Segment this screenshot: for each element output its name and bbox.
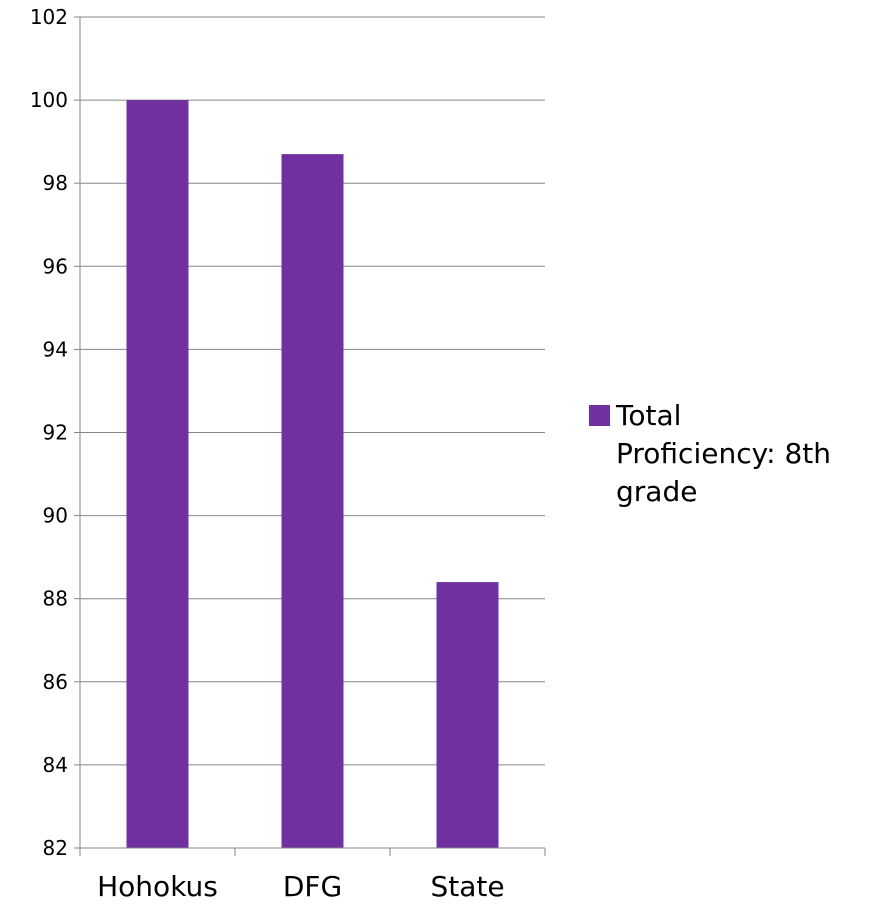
y-tick-label: 102: [30, 5, 68, 29]
legend-label-line: Proficiency: 8th: [616, 437, 831, 470]
bar-hohokus: [126, 100, 189, 849]
bars: [126, 100, 499, 849]
y-tick-label: 90: [43, 504, 68, 528]
x-tick-labels: Hohokus DFG State: [97, 870, 504, 903]
x-tick-label: Hohokus: [97, 870, 218, 903]
x-tick-label: State: [430, 870, 504, 903]
x-tick-label: DFG: [283, 870, 342, 903]
y-tick-labels: 82 84 86 88 90 92 94 96 98 100 102: [30, 5, 68, 860]
y-tick-label: 88: [43, 587, 68, 611]
y-tick-label: 100: [30, 88, 68, 112]
y-tick-label: 86: [43, 670, 68, 694]
legend-label-line: Total: [615, 399, 681, 432]
y-tick-label: 92: [43, 421, 68, 445]
y-tick-label: 94: [43, 337, 68, 361]
legend-series-label: Total Proficiency: 8th grade: [615, 399, 831, 508]
legend: Total Proficiency: 8th grade: [589, 399, 831, 508]
bar-state: [436, 582, 499, 848]
y-tick-label: 84: [43, 753, 68, 777]
y-tick-label: 98: [43, 171, 68, 195]
bar-dfg: [281, 154, 344, 849]
y-tick-label: 82: [43, 836, 68, 860]
axes: [74, 16, 546, 856]
legend-label-line: grade: [616, 475, 697, 508]
y-tick-label: 96: [43, 254, 68, 278]
legend-swatch: [589, 405, 610, 426]
